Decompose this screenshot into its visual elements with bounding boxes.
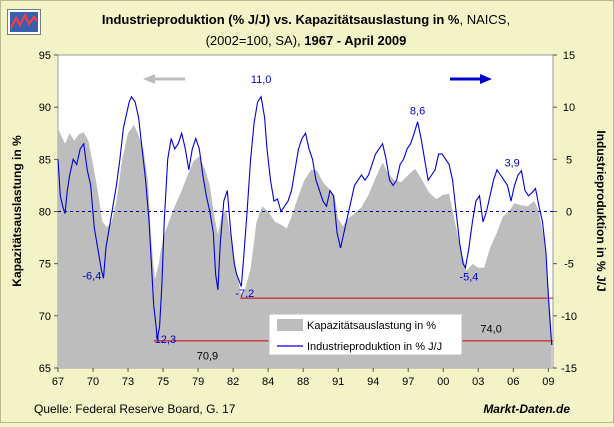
y-right-tick-label: 10 — [563, 102, 575, 114]
x-tick-label: 06 — [507, 376, 519, 388]
data-label: 11,0 — [251, 74, 272, 86]
industrial-production-line — [57, 95, 553, 346]
legend-area-swatch — [277, 319, 303, 331]
x-tick-label: 94 — [367, 376, 379, 388]
x-tick-label: 73 — [122, 376, 134, 388]
x-tick-label: 75 — [157, 376, 169, 388]
x-tick-label: 00 — [437, 376, 449, 388]
y-right-tick-label: 15 — [563, 50, 575, 62]
x-tick-label: 79 — [192, 376, 204, 388]
y-left-tick-label: 70 — [39, 311, 51, 323]
y-right-axis-label: Industrieproduktion in % J/J — [594, 130, 608, 291]
brand-watermark: Markt-Daten.de — [483, 402, 570, 416]
data-label: -7,2 — [235, 288, 254, 300]
left-axis-arrow-icon — [143, 74, 155, 84]
data-label: 8,6 — [410, 105, 425, 117]
x-tick-label: 97 — [402, 376, 414, 388]
x-tick-label: 09 — [542, 376, 554, 388]
source-note: Quelle: Federal Reserve Board, G. 17 — [34, 402, 236, 416]
x-tick-label: 82 — [227, 376, 239, 388]
y-left-tick-label: 65 — [39, 363, 51, 375]
chart-subtitle: (2002=100, SA), 1967 - April 2009 — [206, 33, 407, 48]
y-left-tick-label: 95 — [39, 50, 51, 62]
capacity-utilization-area — [58, 124, 552, 369]
legend: Kapazitätsauslastung in % Industrieprodu… — [268, 313, 463, 356]
data-label: 3,9 — [504, 158, 519, 170]
y-right-tick-label: -15 — [561, 363, 577, 375]
data-label: 70,9 — [197, 351, 218, 363]
y-left-tick-label: 80 — [39, 207, 51, 219]
x-tick-label: 91 — [332, 376, 344, 388]
y-right-tick-label: -10 — [561, 311, 577, 323]
chart-title: Industrieproduktion (% J/J) vs. Kapazitä… — [102, 12, 510, 27]
x-tick-label: 70 — [87, 376, 99, 388]
x-tick-label: 88 — [297, 376, 309, 388]
x-tick-label: 03 — [472, 376, 484, 388]
legend-area-label: Kapazitätsauslastung in % — [307, 320, 436, 332]
right-axis-arrow-icon — [480, 74, 492, 84]
data-label: 74,0 — [480, 324, 501, 336]
y-left-tick-label: 85 — [39, 154, 51, 166]
y-right-tick-label: 5 — [566, 154, 572, 166]
x-tick-label: 84 — [262, 376, 274, 388]
legend-line-label: Industrieproduktion in % J/J — [307, 341, 442, 353]
y-left-tick-label: 90 — [39, 102, 51, 114]
data-label: 12,3 — [155, 334, 176, 346]
y-right-tick-label: 0 — [566, 207, 572, 219]
chart-logo-icon — [7, 9, 41, 35]
y-left-axis-label: Kapazitätsauslastung in % — [10, 135, 24, 287]
data-label: -6,4 — [82, 270, 101, 282]
y-left-tick-label: 75 — [39, 259, 51, 271]
x-tick-label: 67 — [52, 376, 64, 388]
data-label: -5,4 — [459, 271, 478, 283]
y-right-tick-label: -5 — [564, 259, 574, 271]
